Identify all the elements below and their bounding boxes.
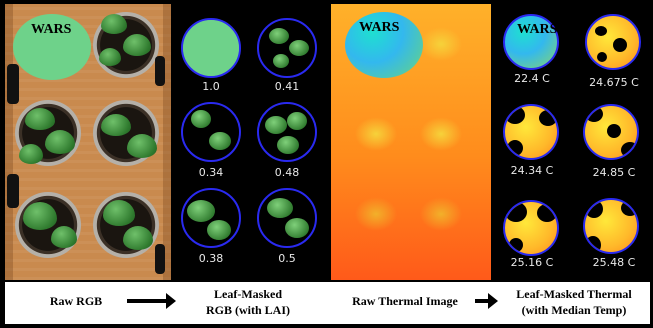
leaf <box>101 14 127 34</box>
arrow-icon <box>475 293 498 309</box>
lai-value: 1.0 <box>202 80 220 93</box>
raw-rgb-image: WARS <box>5 4 171 280</box>
leaf <box>45 130 75 154</box>
median-temp: 25.16 C <box>510 256 554 269</box>
wars-label: WARS <box>517 22 558 37</box>
mask-hole <box>539 110 557 126</box>
leaf-masked-thermal-image: WARS 22.4 C 24.675 C 24.34 C 24.85 C 25.… <box>495 4 653 280</box>
hose <box>155 244 165 274</box>
masked-thermal-circle <box>585 14 641 70</box>
hose <box>7 174 19 208</box>
leaf <box>23 202 57 230</box>
caption-bar: Raw RGB Leaf-Masked RGB (with LAI) Raw T… <box>5 282 650 324</box>
reference-disk-fill <box>183 20 239 76</box>
median-temp: 25.48 C <box>592 256 636 269</box>
mask-hole <box>537 204 557 222</box>
median-temp: 22.4 C <box>514 72 550 85</box>
leaf <box>123 226 153 250</box>
masked-pot-circle <box>181 188 241 248</box>
median-temp: 24.34 C <box>510 164 554 177</box>
lai-value: 0.5 <box>278 252 296 265</box>
masked-pot-circle <box>257 188 317 248</box>
leaf <box>51 226 77 248</box>
leaf <box>273 54 289 68</box>
mask-hole <box>595 26 607 36</box>
leaf <box>101 114 131 136</box>
mask-hole <box>505 202 527 222</box>
leaf <box>277 136 299 154</box>
leaf <box>19 144 43 164</box>
leaf-masked-rgb-image: 1.0 0.41 0.34 0.48 0.38 0.5 <box>173 4 329 280</box>
caption-raw-rgb: Raw RGB <box>49 294 103 308</box>
mask-hole <box>607 124 621 138</box>
arrow-icon <box>127 293 176 309</box>
mask-hole <box>613 38 627 52</box>
lai-value: 0.38 <box>198 252 224 265</box>
mask-hole <box>597 52 607 62</box>
leaf <box>103 200 135 226</box>
wars-label: WARS <box>359 20 400 35</box>
caption-leaf-masked-thermal-line1: Leaf-Masked Thermal <box>516 287 632 301</box>
median-temp: 24.675 C <box>589 76 639 89</box>
masked-pot-circle <box>181 102 241 162</box>
masked-thermal-circle <box>503 104 559 160</box>
leaf <box>269 28 289 44</box>
leaf <box>267 198 293 218</box>
lai-value: 0.48 <box>274 166 300 179</box>
leaf <box>265 116 287 134</box>
masked-pot-circle <box>181 18 241 78</box>
panel-divider <box>329 4 331 324</box>
wars-label: WARS <box>31 22 72 37</box>
masked-thermal-circle <box>583 198 639 254</box>
masked-pot-circle <box>257 18 317 78</box>
lai-value: 0.41 <box>274 80 300 93</box>
mask-hole <box>621 200 637 216</box>
mask-hole <box>507 140 523 156</box>
masked-thermal-circle <box>583 104 639 160</box>
caption-leaf-masked-thermal-line2: (with Median Temp) <box>521 303 627 317</box>
mask-hole <box>509 238 523 252</box>
leaf <box>123 34 151 56</box>
leaf <box>207 220 231 240</box>
hose <box>155 56 165 86</box>
masked-thermal-circle <box>503 200 559 256</box>
leaf <box>289 40 309 56</box>
mask-hole <box>585 106 603 122</box>
leaf <box>187 200 215 222</box>
leaf <box>285 218 309 238</box>
hose <box>7 64 19 104</box>
wars-reference-disk <box>345 12 423 78</box>
leaf <box>127 134 157 158</box>
wars-reference-disk <box>13 14 91 80</box>
mask-hole <box>585 200 603 218</box>
leaf <box>99 48 121 66</box>
leaf <box>191 110 211 128</box>
leaf <box>25 108 55 130</box>
caption-leaf-masked-rgb-line2: RGB (with LAI) <box>205 303 290 317</box>
caption-raw-thermal: Raw Thermal Image <box>352 294 458 308</box>
lai-value: 0.34 <box>198 166 224 179</box>
mask-hole <box>505 106 525 124</box>
masked-thermal-circle <box>503 14 559 70</box>
raw-thermal-image: WARS <box>331 4 491 280</box>
masked-pot-circle <box>257 102 317 162</box>
mask-hole <box>585 236 601 252</box>
leaf <box>209 132 231 150</box>
leaf <box>287 112 307 130</box>
mask-hole <box>621 142 637 158</box>
median-temp: 24.85 C <box>592 166 636 179</box>
caption-leaf-masked-rgb-line1: Leaf-Masked <box>214 287 282 301</box>
